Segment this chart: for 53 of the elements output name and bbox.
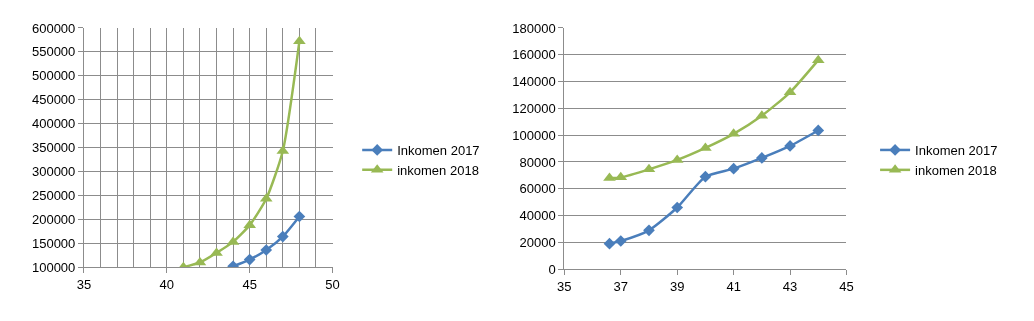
y-tick-label: 450000 [31,92,76,108]
y-tick-label: 20000 [519,234,556,250]
point [603,237,616,250]
point [293,210,306,223]
point [755,152,768,164]
y-tick-label: 150000 [31,235,76,251]
y-tick-label: 350000 [31,140,76,156]
y-tick-label: 120000 [512,100,556,116]
y-tick-label: 600000 [31,20,76,36]
point [783,86,797,96]
y-tick-label: 80000 [519,154,556,170]
point [643,224,655,237]
y-tick-label: 160000 [512,47,556,63]
y-tick-label: 40000 [519,208,556,224]
y-tick-label: 550000 [31,44,76,60]
y-tick-label: 400000 [31,116,76,132]
y-tick-label: 250000 [31,188,76,204]
y-tick-label: 60000 [519,181,556,197]
point [293,35,306,45]
y-tick-label: 100000 [31,259,76,275]
x-tick-label: 35 [557,278,572,294]
x-tick-label: 45 [242,276,257,292]
point [614,235,627,247]
point [671,201,684,214]
point [727,162,740,175]
x-tick-label: 35 [76,276,92,292]
point [699,170,712,183]
point [784,140,796,152]
y-tick-label: 180000 [512,20,556,36]
x-tick-label: 39 [669,278,685,294]
point [614,171,628,181]
y-tick-label: 200000 [31,211,76,227]
x-tick-label: 50 [325,276,340,292]
y-tick-label: 0 [548,261,556,277]
y-tick-label: 140000 [512,74,556,90]
point [276,230,289,243]
y-tick-label: 100000 [512,127,556,143]
legend-label: Inkomen 2017 [915,143,998,159]
legend-label: Inkomen 2017 [397,143,480,159]
point [260,244,273,256]
point [642,163,656,173]
point [243,253,256,266]
x-tick-label: 43 [782,278,798,294]
y-tick-label: 300000 [31,164,76,180]
x-tick-label: 41 [726,278,741,294]
legend-label: inkomen 2018 [397,162,479,178]
point [193,256,207,266]
legend-label: inkomen 2018 [915,162,997,178]
x-tick-label: 37 [613,278,629,294]
x-tick-label: 40 [159,276,175,292]
x-tick-label: 45 [839,278,854,294]
y-tick-label: 500000 [31,68,76,84]
point [812,124,825,137]
